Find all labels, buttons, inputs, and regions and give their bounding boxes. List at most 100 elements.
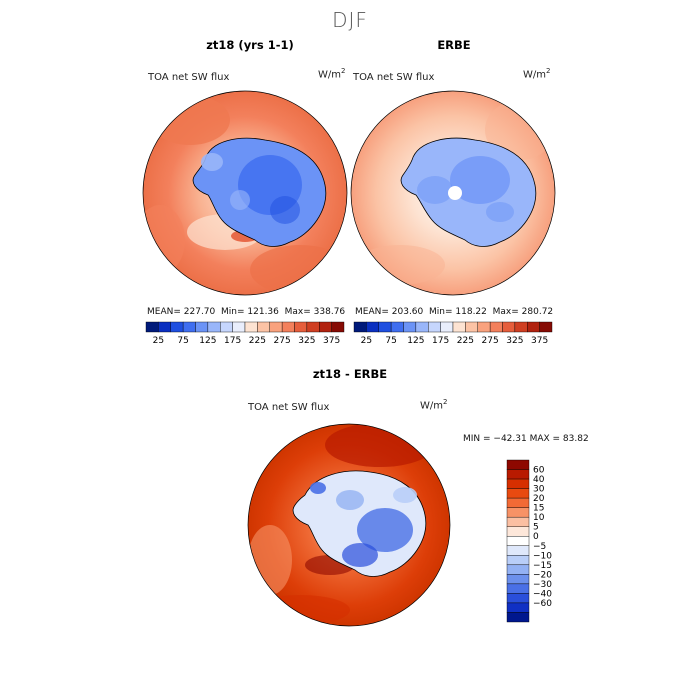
colorbar-3-tick-label: 0 [533, 532, 539, 542]
colorbar-2-tick-label: 225 [457, 336, 474, 346]
panel-2-map [350, 90, 556, 296]
colorbar-3-tick-label: −10 [533, 551, 552, 561]
panel-1-stats: MEAN= 227.70 Min= 121.36 Max= 338.76 [147, 307, 346, 317]
panel-2-stats: MEAN= 203.60 Min= 118.22 Max= 280.72 [355, 307, 554, 317]
colorbar-3-tick-label: −15 [533, 561, 552, 571]
colorbar-3-tick-label: −20 [533, 570, 552, 580]
panel-1-units: W/m2 [318, 67, 346, 81]
colorbar-3-box [506, 602, 530, 613]
colorbar-1-tick-label: 25 [153, 336, 164, 346]
panel-3-map [247, 423, 451, 627]
colorbar-1-box [195, 321, 209, 333]
colorbar-1-box [232, 321, 246, 333]
colorbar-3-box [506, 478, 530, 489]
panel-3-title: zt18 - ERBE [312, 367, 388, 381]
colorbar-1-box [306, 321, 320, 333]
colorbar-1-box [170, 321, 184, 333]
colorbar-3-box [506, 536, 530, 546]
colorbar-3-box [506, 526, 530, 537]
colorbar-3-tick-label: −40 [533, 589, 552, 599]
colorbar-1-box [319, 321, 332, 333]
colorbar-2-tick-label: 125 [407, 336, 424, 346]
panel-1-map [142, 90, 348, 296]
colorbar-1-tick-label: 325 [298, 336, 315, 346]
colorbar-2-tick-label: 175 [432, 336, 449, 346]
colorbar-2-box [465, 321, 478, 333]
colorbar-3-box [506, 497, 530, 508]
figure-title: DJF [332, 8, 368, 32]
colorbar-2-box [403, 321, 417, 333]
colorbar-3-box [506, 593, 530, 604]
colorbar-1-tick-label: 375 [323, 336, 340, 346]
colorbar-2-box [428, 321, 441, 333]
panel-1-title: zt18 (yrs 1-1) [206, 38, 294, 52]
colorbar-3-tick-label: −60 [533, 599, 552, 609]
colorbar-1-tick-label: 175 [224, 336, 241, 346]
colorbar-1-box [220, 321, 233, 333]
colorbar-1-box [244, 321, 258, 333]
panel-2-units: W/m2 [523, 67, 551, 81]
colorbar-2-tick-label: 275 [482, 336, 499, 346]
panel-2-colorbar: 25 75 125 175 225 275 325 375 [353, 321, 553, 346]
colorbar-3-box [506, 469, 530, 480]
colorbar-3-tick-label: 40 [533, 475, 545, 485]
colorbar-2-box [440, 321, 454, 333]
colorbar-2-box [353, 321, 367, 333]
colorbar-1-tick-label: 275 [274, 336, 291, 346]
colorbar-1-tick-label: 125 [199, 336, 216, 346]
colorbar-2-box [502, 321, 516, 333]
colorbar-3-tick-label: 10 [533, 513, 545, 523]
panel-3-units: W/m2 [420, 398, 448, 412]
colorbar-3-box [506, 574, 530, 585]
colorbar-1-box [182, 321, 196, 333]
colorbar-2-tick-label: 375 [531, 336, 548, 346]
colorbar-3-tick-label: 30 [533, 485, 545, 495]
colorbar-1-box [281, 321, 295, 333]
panel-3-stats: MIN = −42.31 MAX = 83.82 [463, 434, 589, 444]
colorbar-2-box [477, 321, 491, 333]
colorbar-1-box [207, 321, 221, 333]
colorbar-3-box [506, 583, 530, 594]
colorbar-1-box [145, 321, 159, 333]
colorbar-3-box [506, 545, 530, 556]
colorbar-3-tick-label: −5 [533, 542, 546, 552]
colorbar-1-box [269, 321, 283, 333]
colorbar-3-tick-label: 60 [533, 466, 545, 476]
colorbar-1-box [294, 321, 308, 333]
colorbar-3-tick-label: −30 [533, 580, 552, 590]
colorbar-2-box [378, 321, 392, 333]
colorbar-2-box [415, 321, 429, 333]
colorbar-2-box [527, 321, 540, 333]
colorbar-3-tick-label: 5 [533, 523, 539, 533]
colorbar-1-tick-label: 75 [177, 336, 188, 346]
colorbar-1-box [158, 321, 171, 333]
colorbar-1-box [331, 321, 345, 333]
colorbar-1-tick-label: 225 [249, 336, 266, 346]
colorbar-2-box [539, 321, 553, 333]
panel-2-title: ERBE [437, 38, 471, 52]
colorbar-3-box [506, 507, 530, 518]
colorbar-3-tick-label: 20 [533, 494, 545, 504]
colorbar-3-box [506, 459, 530, 470]
colorbar-2-tick-label: 25 [361, 336, 372, 346]
colorbar-3-box [506, 488, 530, 499]
colorbar-2-box [366, 321, 379, 333]
colorbar-1-box [257, 321, 270, 333]
colorbar-2-box [390, 321, 404, 333]
panel-2-variable: TOA net SW flux [353, 72, 435, 83]
panel-3-variable: TOA net SW flux [248, 402, 330, 413]
colorbar-3-tick-label: 15 [533, 504, 544, 514]
colorbar-3-box [506, 564, 530, 575]
panel-1-colorbar: 25 75 125 175 225 275 325 375 [145, 321, 345, 346]
colorbar-2-box [452, 321, 466, 333]
colorbar-3-box [506, 516, 530, 527]
colorbar-2-box [489, 321, 503, 333]
panel-1-variable: TOA net SW flux [148, 72, 230, 83]
colorbar-2-tick-label: 75 [385, 336, 396, 346]
colorbar-2-tick-label: 325 [506, 336, 523, 346]
colorbar-3-box [506, 612, 530, 623]
colorbar-2-box [514, 321, 528, 333]
colorbar-3-box [506, 555, 530, 566]
